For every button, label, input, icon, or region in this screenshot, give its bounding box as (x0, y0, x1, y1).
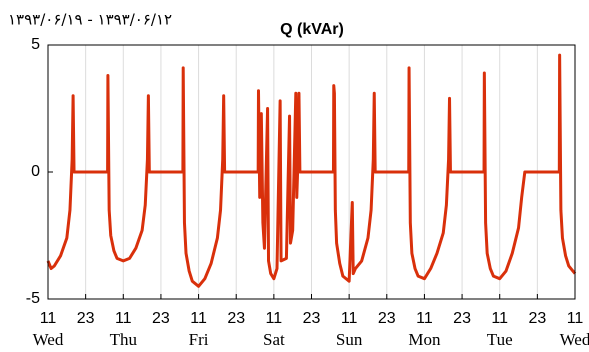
x-tick-label: 11 (491, 310, 508, 327)
x-day-label: Thu (110, 330, 138, 349)
x-tick-label: 11 (416, 310, 433, 327)
x-tick-label: 23 (528, 310, 546, 327)
x-tick-label: 23 (303, 310, 321, 327)
x-tick-label: 23 (77, 310, 95, 327)
x-day-label: Fri (189, 330, 209, 349)
y-tick-label: -5 (26, 290, 40, 307)
x-day-label: Sun (336, 330, 363, 349)
x-day-label: Wed (560, 330, 589, 349)
x-day-label: Mon (408, 330, 441, 349)
x-tick-label: 11 (341, 310, 358, 327)
y-tick-label: 0 (31, 163, 40, 180)
x-tick-label: 23 (453, 310, 471, 327)
x-tick-label: 11 (266, 310, 283, 327)
x-tick-label: 11 (40, 310, 57, 327)
y-tick-label: 5 (31, 36, 40, 53)
x-day-label: Sat (263, 330, 285, 349)
x-tick-label: 11 (115, 310, 132, 327)
date-range: ۱۳۹۳/۰۶/۱۹ - ۱۳۹۳/۰۶/۱۲ (8, 11, 172, 29)
x-day-label: Tue (487, 330, 513, 349)
line (46, 53, 577, 288)
x-tick-label: 23 (227, 310, 245, 327)
plot-frame (47, 44, 576, 300)
x-day-label: Wed (33, 330, 64, 349)
x-tick-label: 11 (190, 310, 207, 327)
x-tick-label: 11 (567, 310, 584, 327)
x-tick-label: 23 (152, 310, 170, 327)
x-tick-label: 23 (378, 310, 396, 327)
chart-title: Q (kVAr) (280, 21, 344, 38)
